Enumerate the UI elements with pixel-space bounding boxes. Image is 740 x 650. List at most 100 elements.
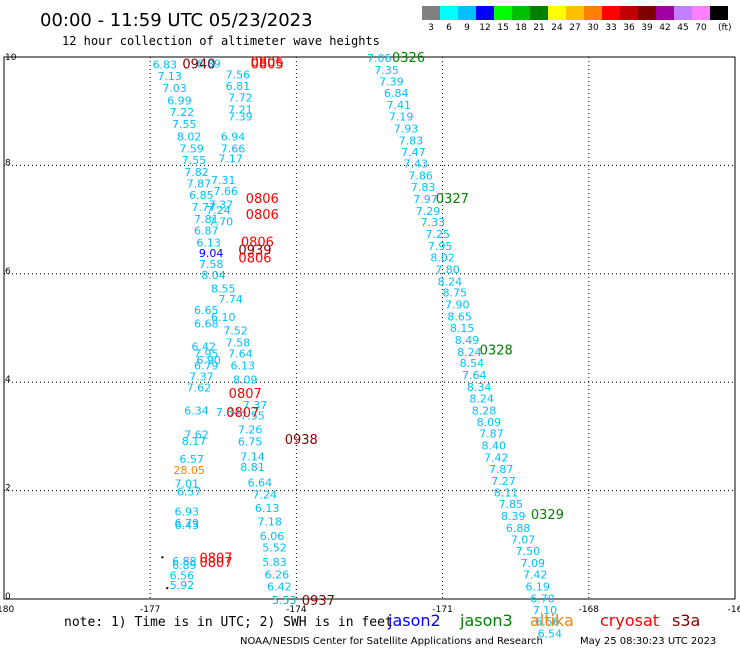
wave-height-point: 7.97 [413,193,438,206]
sat-legend-cryosat: cryosat [600,611,659,630]
x-tick-label: -168 [579,605,600,615]
scale-swatch [692,6,710,20]
wave-height-point: 7.83 [399,134,424,147]
plot-grid [4,57,735,599]
wave-height-point: 6.84 [384,87,409,100]
wave-height-point: 7.93 [394,122,419,135]
wave-height-point: 7.10 [533,604,558,617]
wave-height-point: 7.17 [218,152,243,165]
wave-height-point: 7.31 [211,174,236,187]
scale-swatch [656,6,674,20]
x-tick-label: -177 [140,605,160,615]
x-tick-label: -16 [728,605,740,615]
color-scale-legend: 3 6 9 12 15 18 21 24 27 30 33 36 39 42 45 70 [422,6,728,33]
wave-height-point: 8.02 [177,131,202,144]
wave-height-point: 7.87 [187,178,212,191]
data-marks: 6.837.137.036.997.227.558.027.597.557.82… [153,51,564,641]
wave-height-point: 7.42 [523,569,548,582]
wave-height-point: 8.02 [430,251,455,264]
sat-legend-altika: altika [530,611,574,630]
wave-height-point: 7.64 [462,369,487,382]
wave-height-point: 7.95 [428,240,453,253]
wave-height-point: 7.01 [175,477,200,490]
wave-height-point: 7.59 [179,143,204,156]
x-tick-label: -180 [0,605,14,615]
scale-swatch [638,6,656,20]
wave-height-point: 7.42 [484,451,509,464]
scale-swatch [530,6,548,20]
wave-height-point: 8.28 [472,404,497,417]
scale-swatch [476,6,494,20]
wave-height-point: 7.35 [374,64,399,77]
wave-height-point: 7.29 [416,205,441,218]
wave-height-point: 6.89 [172,559,197,572]
wave-height-point: 6.88 [506,522,531,535]
wave-height-point: 8.04 [201,269,226,282]
wave-height-point: 7.87 [489,463,514,476]
wave-height-point: 7.07 [511,533,536,546]
wave-height-point: 7.90 [445,299,470,312]
wave-height-point: 9.04 [199,247,224,260]
y-tick-label: 8 [5,158,11,168]
wave-height-point: 7.95 [194,347,219,360]
wave-height-point: 7.09 [521,557,546,570]
wave-height-point: 6.56 [535,616,560,629]
wave-height-point: 7.26 [238,423,263,436]
wave-height-point: 7.58 [199,258,224,271]
wave-height-point: 7.06 [367,52,392,65]
scale-label: 70 [695,23,707,33]
wave-height-point: 7.47 [401,146,426,159]
wave-height-point: 6.81 [226,80,251,93]
wave-height-point: 8.49 [455,334,480,347]
x-tick-label: -171 [432,605,452,615]
wave-height-point: 7.62 [187,382,212,395]
scale-swatch [548,6,566,20]
scale-label: 21 [533,23,544,33]
scale-label: 30 [587,23,599,33]
wave-height-point: 7.55 [172,118,197,131]
scale-swatch [674,6,692,20]
wave-height-point: 7.43 [404,158,429,171]
scale-label: 33 [605,23,616,33]
scale-swatch [566,6,584,20]
wave-height-point: 7.19 [389,111,414,124]
wave-height-point: 7.55 [182,154,207,167]
wave-height-point: 6.85 [189,189,214,202]
wave-height-point: 6.87 [194,224,219,237]
wave-height-point: 7.56 [226,68,251,81]
scale-unit-label: (ft) [718,23,732,33]
x-tick-label: -174 [286,605,307,615]
footer-note: note: 1) Time is in UTC; 2) SWH is in fe… [64,615,393,630]
footer-timestamp: May 25 08:30:23 UTC 2023 [580,636,716,647]
sat-legend-jason3: jason3 [459,611,513,630]
wave-height-point: 8.15 [450,322,475,335]
wave-height-point: 7.83 [411,181,436,194]
wave-height-point: 5.52 [262,541,287,554]
axis-labels: -180 -177 -174 -171 -168 -16 0 2 4 6 8 10 [0,53,740,615]
pass-time-label: 0806 [246,192,279,207]
wave-height-point: 7.24 [252,488,277,501]
wave-height-point: 6.94 [221,131,246,144]
wave-height-point: 6.26 [265,569,290,582]
wave-height-point: 7.14 [240,450,265,463]
scale-label: 24 [551,23,563,33]
wave-height-point: 7.41 [386,99,411,112]
scale-label: 45 [677,23,688,33]
wave-height-point: 6.64 [248,476,273,489]
pass-time-label: 0940 [182,58,215,73]
wave-height-point: 7.72 [228,92,253,105]
wave-height-point: 7.66 [213,185,238,198]
wave-height-point: 7.70 [209,216,234,229]
scale-label: 9 [464,23,470,33]
wave-height-point: 7.62 [184,429,209,442]
wave-height-point: 7.13 [157,70,182,83]
wave-height-point: 7.82 [184,166,209,179]
pass-time-label: 0805 [251,58,284,73]
wave-height-point: 6.75 [238,436,263,449]
wave-height-point: 6.57 [177,486,202,499]
wave-height-point: 6.79 [194,359,219,372]
wave-height-point: 7.24 [206,204,231,217]
scale-label: 15 [497,23,508,33]
scale-label: 39 [641,23,653,33]
